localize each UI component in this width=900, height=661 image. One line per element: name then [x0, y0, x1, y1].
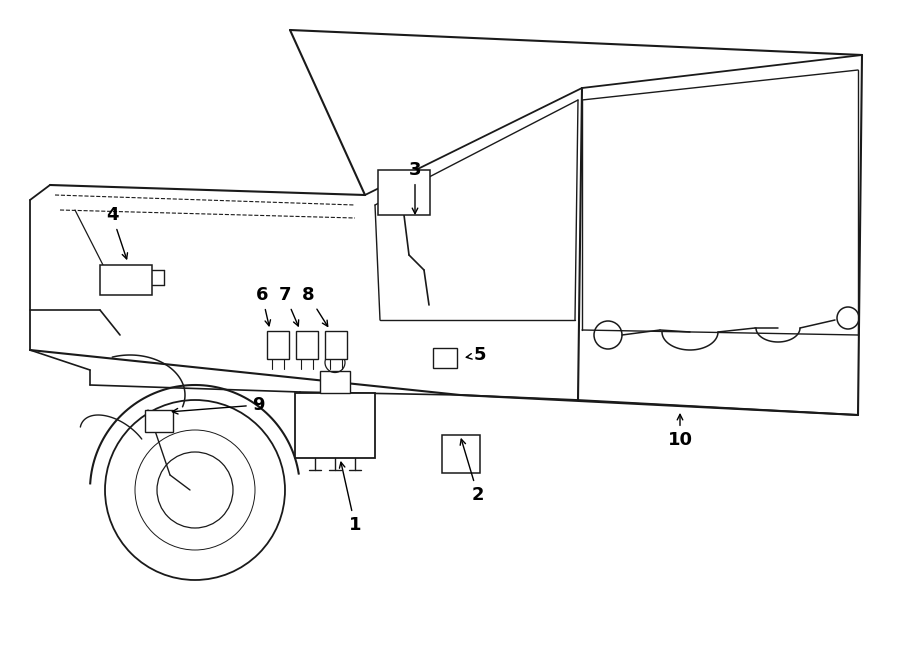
Bar: [433, 348, 457, 368]
Bar: [325, 331, 347, 359]
Text: 8: 8: [302, 286, 328, 327]
Text: 4: 4: [106, 206, 128, 259]
Text: 3: 3: [409, 161, 421, 214]
Text: 1: 1: [339, 462, 361, 534]
Text: 7: 7: [279, 286, 299, 326]
Text: 6: 6: [256, 286, 271, 326]
Bar: [378, 170, 430, 215]
Text: 9: 9: [172, 396, 265, 414]
Text: 10: 10: [668, 414, 692, 449]
Bar: [442, 435, 480, 473]
Bar: [100, 265, 152, 295]
Text: 2: 2: [460, 439, 484, 504]
Bar: [145, 410, 173, 432]
Bar: [295, 393, 375, 457]
Bar: [267, 331, 289, 359]
Bar: [296, 331, 318, 359]
Bar: [320, 371, 350, 393]
Text: 5: 5: [466, 346, 486, 364]
